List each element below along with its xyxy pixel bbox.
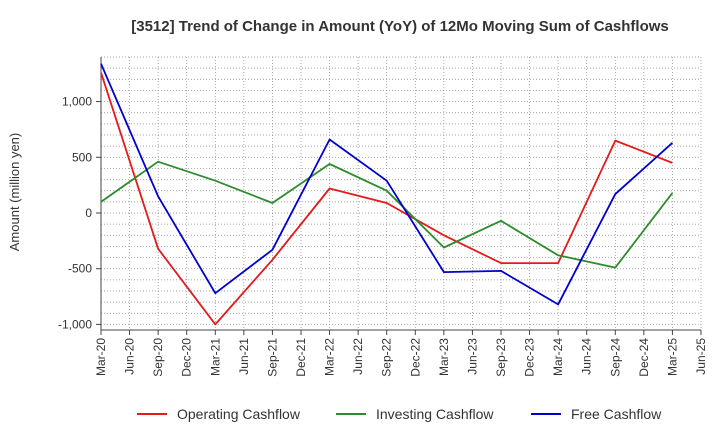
x-tick-label: Mar-24 [551,338,565,376]
y-axis-label: Amount (million yen) [7,133,22,252]
x-tick-label: Mar-25 [665,338,679,376]
x-tick-label: Mar-23 [437,338,451,376]
x-tick-label: Dec-21 [294,338,308,377]
x-tick-label: Jun-22 [351,338,365,375]
x-tick-label: Dec-20 [180,338,194,377]
x-tick-label: Sep-21 [265,338,279,377]
legend: Operating Cashflow Investing Cashflow Free… [137,406,662,422]
y-tick-label: 1,000 [62,95,92,109]
x-tick-label: Mar-21 [208,338,222,376]
x-tick-label: Jun-20 [123,338,137,375]
legend-label-free-cashflow: Free Cashflow [571,406,662,422]
x-tick-label: Jun-24 [580,338,594,375]
y-tick-label: 0 [85,206,92,220]
x-tick-label: Mar-22 [323,338,337,376]
free-cashflow-line [100,63,674,306]
x-tick-label: Jun-21 [237,338,251,375]
x-tick-label: Dec-24 [637,338,651,377]
chart-title: [3512] Trend of Change in Amount (YoY) o… [131,18,669,35]
series-lines [100,63,674,326]
y-tick-label: -1,000 [58,317,92,331]
operating-cashflow-line [100,72,673,326]
x-tick-label: Dec-22 [408,338,422,377]
x-tick-label: Mar-20 [94,338,108,376]
legend-label-investing-cashflow: Investing Cashflow [376,406,494,422]
axes: -1,000 -500 0 500 1,000 Mar-20 Jun-20 Sep-20 Dec… [58,57,708,377]
grid [100,56,702,330]
y-tick-label: 500 [72,150,92,164]
x-tick-label: Jun-25 [694,338,708,375]
y-tick-label: -500 [68,262,92,276]
x-tick-label: Dec-23 [523,338,537,377]
x-tick-label: Sep-24 [608,338,622,377]
investing-cashflow-line [100,160,674,269]
x-tick-label: Sep-20 [151,338,165,377]
x-tick-label: Jun-23 [465,338,479,375]
legend-label-operating-cashflow: Operating Cashflow [177,406,301,422]
x-tick-label: Sep-23 [494,338,508,377]
x-tick-label: Sep-22 [380,338,394,377]
